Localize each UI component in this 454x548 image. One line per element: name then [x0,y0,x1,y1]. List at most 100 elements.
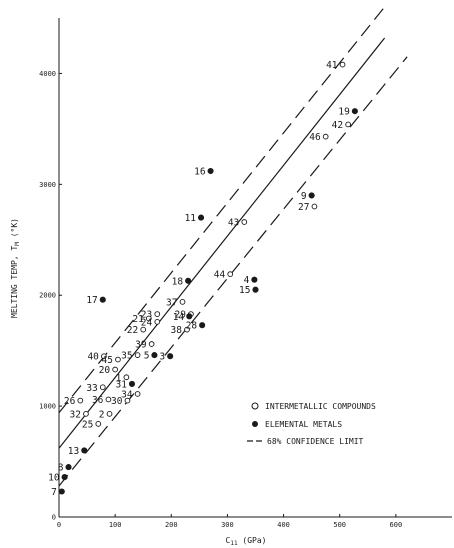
elemental-metal-point [167,353,174,360]
point-label: 16 [194,167,206,178]
intermetallic-point [124,397,131,404]
intermetallic-point [241,219,248,225]
elemental-metal-point [199,322,206,329]
elemental-metal-point [151,352,158,359]
point-label: 21 [132,314,144,325]
elemental-metal-point [252,286,259,293]
point-label: 42 [332,120,343,131]
intermetallic-point [99,384,106,391]
point-label: 14 [173,312,185,323]
intermetallic-point [123,374,130,381]
elemental-metal-point [186,313,193,320]
intermetallic-point [154,318,161,325]
x-tick-label: 100 [109,521,122,529]
point-label: 43 [228,218,239,229]
intermetallic-point [184,326,190,333]
point-label: 27 [298,202,309,213]
point-label: 29 [174,310,186,321]
legend-intermetallic-label: INTERMETALLIC COMPOUNDS [265,402,376,411]
point-label: 5 [144,351,150,362]
point-label: 24 [141,317,153,328]
axes [58,18,452,518]
intermetallic-point [77,397,84,404]
intermetallic-point [339,61,346,68]
intermetallic-point [145,315,152,322]
elemental-metal-point [61,474,68,481]
y-tick-label: 2000 [39,292,56,300]
intermetallic-point [140,326,147,333]
x-tick-label: 400 [277,521,290,529]
point-label: 13 [68,446,79,457]
legend-confidence-label: 68% CONFIDENCE LIMIT [267,437,364,446]
elemental-metal-point [185,277,192,284]
elemental-metal-point [99,296,106,303]
intermetallic-point [115,356,121,363]
intermetallic-point [179,299,186,305]
y-axis-label: MELTING TEMP, TM (°K) [10,218,21,318]
fit-line [58,37,386,449]
x-tick-label: 600 [390,521,403,529]
y-tick-label: 0 [52,514,56,522]
ticks: 0 100 200 300 400 500 600 0 1000 2000 3000 4000 [39,70,402,529]
lower-limit-line [58,56,408,487]
point-label: 19 [338,107,350,118]
x-tick-label: 300 [221,521,234,529]
point-label: 22 [127,325,138,336]
intermetallic-point [148,341,155,347]
elemental-metal-point [308,192,315,199]
point-label: 2 [99,409,105,420]
elemental-metal-point [351,108,358,115]
x-axis-label: C11 (GPa) [226,536,267,547]
intermetallic-point [134,352,141,358]
point-label: 28 [186,321,198,332]
elemental-metal-point [128,380,136,387]
intermetallic-point [95,421,102,427]
intermetallic-point [227,271,234,278]
point-label: 20 [99,365,111,376]
point-label: 33 [86,383,97,394]
legend-open-circle-icon [251,402,259,410]
point-label: 45 [101,355,112,366]
intermetallic-point [101,353,107,360]
intermetallic-point [106,411,113,417]
point-label: 46 [309,132,321,143]
point-label: 4 [244,275,250,286]
x-tick-label: 0 [57,521,61,529]
point-label: 41 [326,60,338,71]
intermetallic-point [112,366,118,373]
point-label: 10 [48,473,60,484]
point-label: 17 [86,295,97,306]
point-label: 11 [185,213,197,224]
point-label: 40 [87,352,99,363]
point-label: 25 [82,419,93,430]
point-label: 31 [116,379,128,390]
intermetallic-point [322,133,329,140]
point-label: 38 [171,325,183,336]
y-tick-label: 3000 [39,181,56,189]
elemental-metal-point [207,167,214,175]
regression-lines [58,6,408,487]
point-label: 18 [172,276,184,287]
intermetallic-point [83,411,89,417]
intermetallic-point [134,391,141,397]
legend-elemental-label: ELEMENTAL METALS [265,420,342,429]
point-label: 34 [121,389,133,400]
legend: INTERMETALLIC COMPOUNDS ELEMENTAL METALS… [247,402,376,446]
intermetallic-point [154,311,161,317]
point-label: 30 [111,396,123,407]
point-label: 36 [92,395,104,406]
x-tick-label: 200 [165,521,178,529]
y-tick-label: 4000 [39,70,56,78]
intermetallic-point [105,396,112,403]
point-label: 39 [135,340,147,351]
elemental-metal-point [197,214,205,221]
point-label: 7 [51,487,57,498]
intermetallic-point [311,203,318,210]
point-label: 37 [166,297,177,308]
elemental-metal-point [81,447,88,454]
intermetallic-point [345,121,351,128]
point-label: 23 [141,310,152,321]
elemental-metal-point [65,464,72,471]
